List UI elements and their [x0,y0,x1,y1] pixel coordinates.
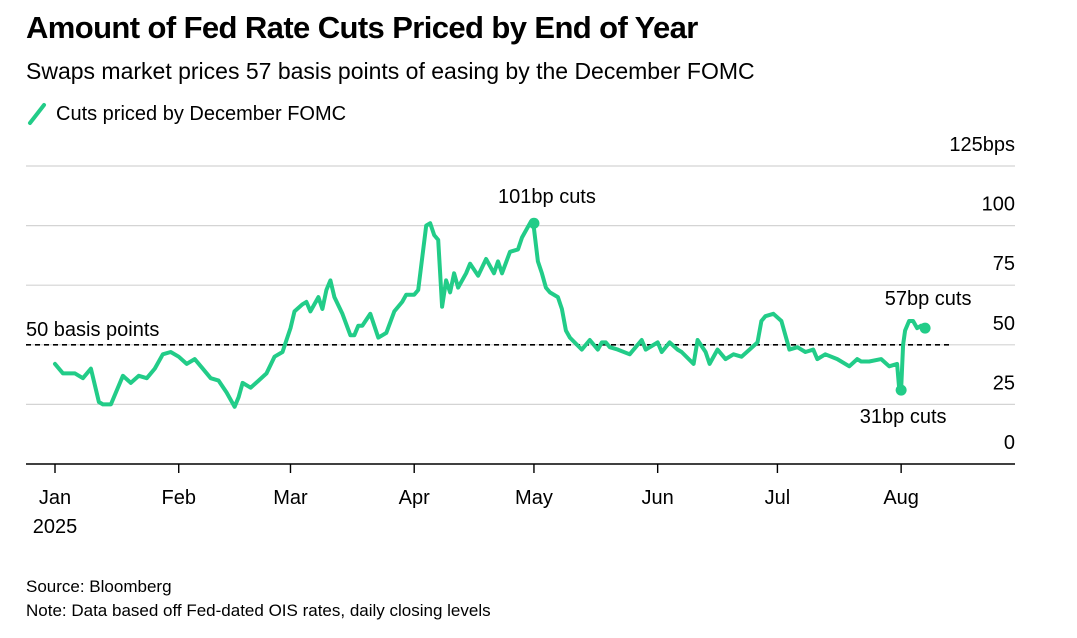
y-tick-label-125: 125bps [949,134,1015,156]
y-tick-label-0: 0 [1004,432,1015,454]
x-tick-label-jul: Jul [765,487,791,509]
annotation-label-31bp-cuts: 31bp cuts [860,406,947,428]
legend: Cuts priced by December FOMC [26,102,346,126]
annotation-label-101bp-cuts: 101bp cuts [498,186,596,208]
annotation-dot-31bp-cuts [895,384,907,396]
legend-swatch-icon [28,103,46,125]
series-line-cuts-priced [53,221,928,409]
reference-line-label: 50 basis points [26,319,159,341]
chart-title: Amount of Fed Rate Cuts Priced by End of… [26,10,698,45]
x-tick-label-feb: Feb [161,487,195,509]
x-tick-label-may: May [515,487,553,509]
y-tick-label-100: 100 [982,194,1015,216]
x-tick-label-jan: Jan [39,487,71,509]
legend-label: Cuts priced by December FOMC [56,102,347,125]
x-tick-label-mar: Mar [273,487,308,509]
footer: Source: Bloomberg Note: Data based off F… [26,575,491,623]
x-tick-label-apr: Apr [399,487,430,509]
annotation-dot-101bp-cuts [528,217,540,229]
data-note: Note: Data based off Fed-dated OIS rates… [26,601,491,620]
annotation-dot-57bp-cuts [919,322,931,334]
x-tick-sublabel-year: 2025 [33,516,78,538]
x-tick-label-jun: Jun [642,487,674,509]
x-tick-label-aug: Aug [883,487,919,509]
source-note: Source: Bloomberg [26,577,172,596]
chart-subtitle: Swaps market prices 57 basis points of e… [26,58,755,84]
y-tick-label-75: 75 [993,253,1015,275]
annotation-label-57bp-cuts: 57bp cuts [885,288,972,310]
y-tick-label-25: 25 [993,372,1015,394]
y-tick-label-50: 50 [993,313,1015,335]
